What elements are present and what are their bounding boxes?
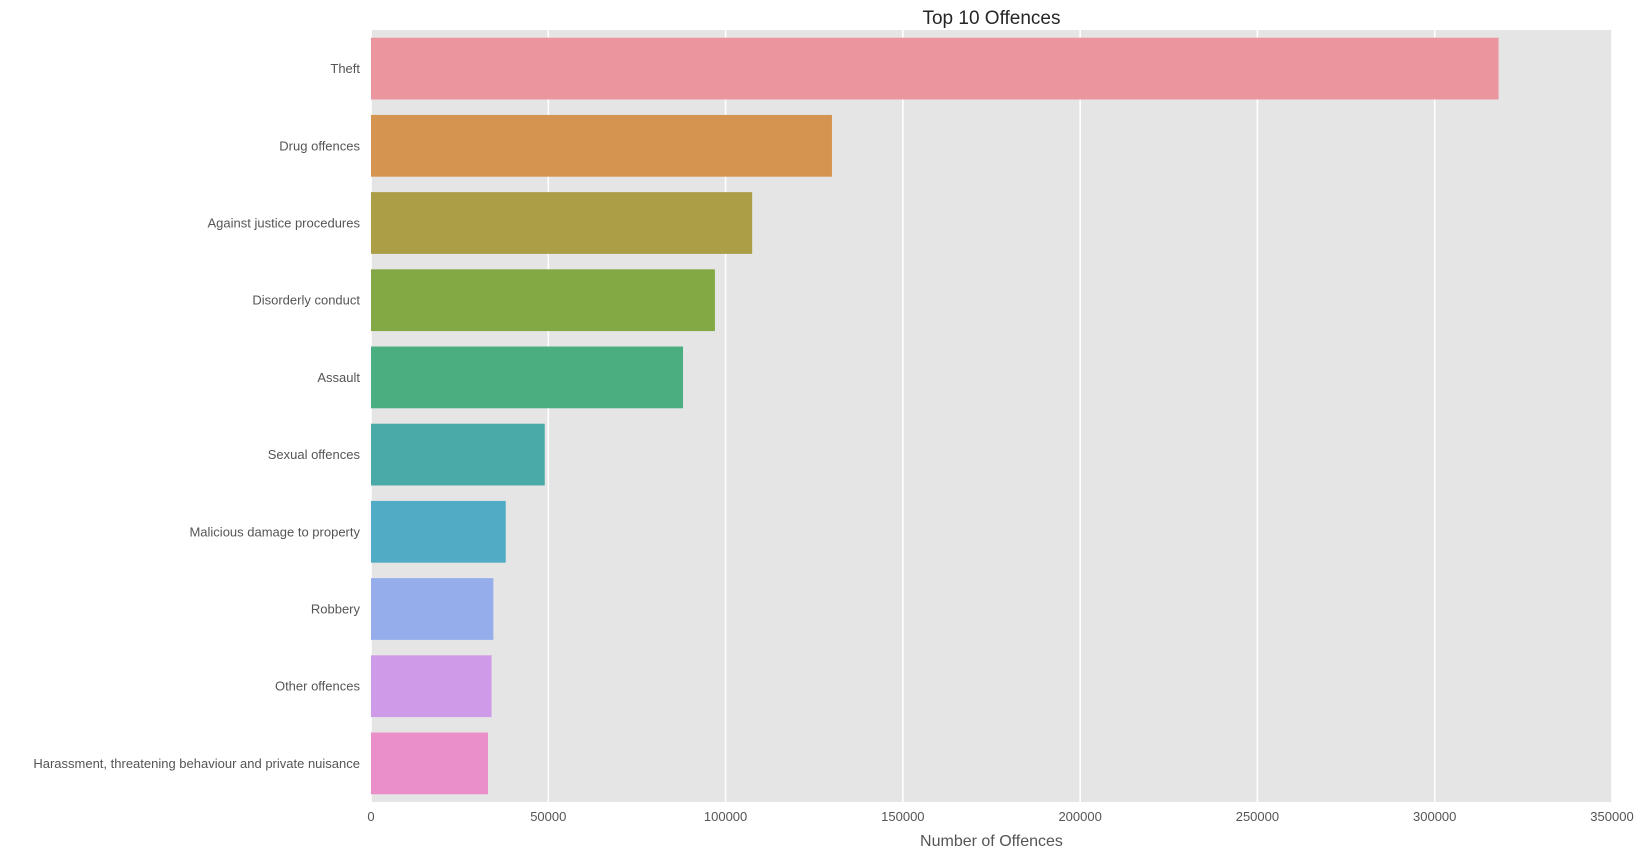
x-tick-label-2: 100000 — [704, 809, 747, 824]
y-tick-label-8: Other offences — [275, 679, 361, 694]
x-tick-label-1: 50000 — [530, 809, 566, 824]
x-tick-label-6: 300000 — [1413, 809, 1456, 824]
x-tick-label-5: 250000 — [1236, 809, 1279, 824]
x-tick-label-4: 200000 — [1058, 809, 1101, 824]
y-tick-label-9: Harassment, threatening behaviour and pr… — [33, 756, 360, 771]
x-axis-label: Number of Offences — [920, 833, 1063, 850]
bar-1 — [371, 114, 832, 177]
y-tick-label-4: Assault — [317, 370, 360, 385]
y-tick-label-1: Drug offences — [279, 138, 360, 153]
x-tick-label-7: 350000 — [1590, 809, 1633, 824]
bar-4 — [371, 346, 684, 409]
bar-6 — [371, 500, 506, 563]
bar-3 — [371, 269, 715, 332]
y-tick-label-7: Robbery — [311, 602, 361, 617]
x-tick-label-3: 150000 — [881, 809, 924, 824]
chart-title: Top 10 Offences — [922, 8, 1060, 29]
y-tick-label-2: Against justice procedures — [208, 216, 361, 231]
bar-7 — [371, 578, 494, 640]
y-tick-label-3: Disorderly conduct — [252, 293, 360, 308]
y-tick-labels: Theft Drug offences Against justice proced… — [33, 61, 360, 771]
bar-8 — [371, 655, 492, 718]
y-tick-label-5: Sexual offences — [268, 447, 361, 462]
bar-0 — [371, 37, 1499, 100]
y-tick-label-0: Theft — [330, 61, 360, 76]
y-tick-label-6: Malicious damage to property — [189, 524, 360, 539]
bars — [371, 37, 1499, 795]
bar-9 — [371, 732, 489, 795]
x-tick-labels: 0 50000 100000 150000 200000 250000 300000 3500… — [367, 809, 1633, 824]
x-tick-label-0: 0 — [367, 809, 374, 824]
bar-2 — [371, 192, 753, 254]
bar-5 — [371, 423, 545, 486]
